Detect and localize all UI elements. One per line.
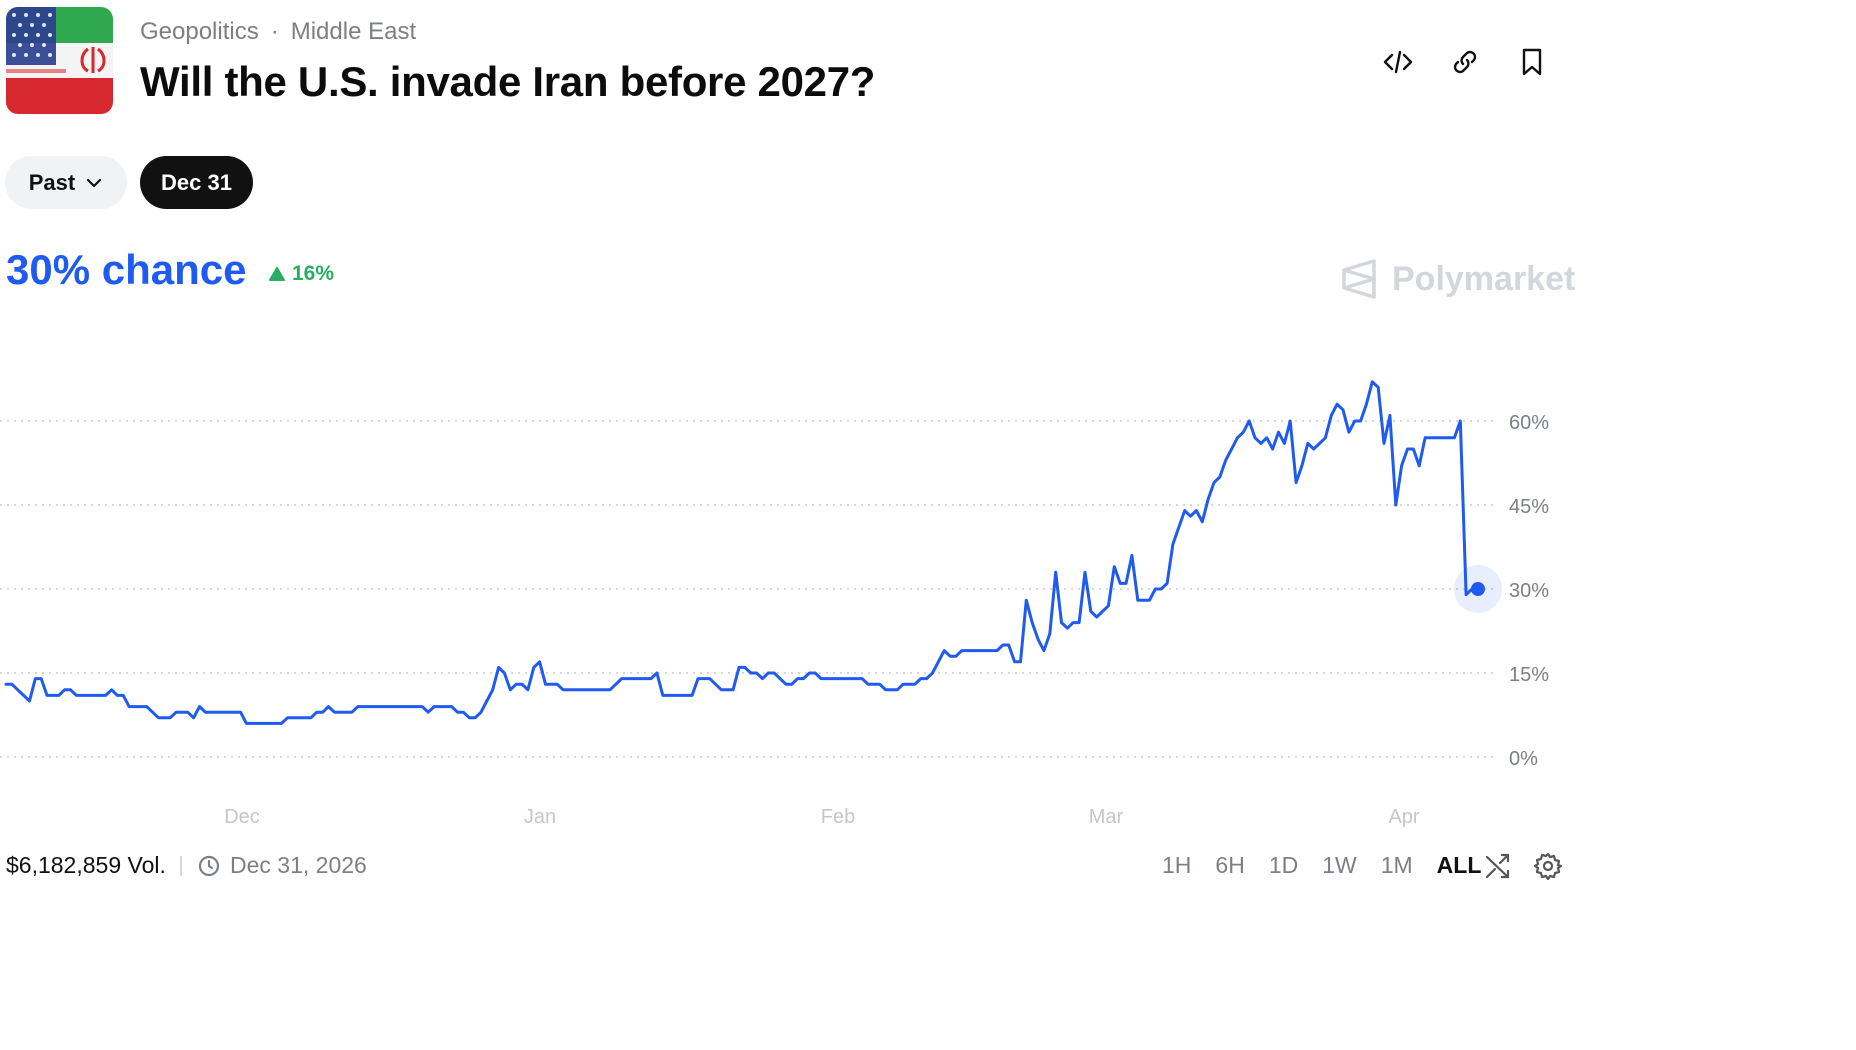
clock-icon [198,855,220,876]
range-tab-1m[interactable]: 1M [1380,852,1413,878]
y-tick-label: 30% [1509,580,1549,602]
brand-name: Polymarket [1392,259,1576,298]
breadcrumb-separator: · [270,18,279,45]
divider [180,856,182,876]
triangle-up-icon [269,267,285,281]
x-tick-label: Mar [1089,806,1124,828]
y-tick-label: 15% [1509,664,1549,686]
embed-button[interactable] [1376,40,1420,84]
chance-delta-value: 16% [292,262,335,285]
price-chart[interactable]: 60% 45% 30% 15% 0% Dec Jan Feb Mar Apr [0,330,1856,840]
link-icon [1453,50,1477,74]
gear-icon [1534,852,1562,880]
end-date: Dec 31, 2026 [198,852,367,879]
y-tick-label: 60% [1509,412,1549,434]
us-iran-flag-icon [6,7,113,114]
time-range-tabs: 1H 6H 1D 1W 1M ALL [1162,852,1505,879]
past-label: Past [28,169,76,195]
breadcrumb-category[interactable]: Geopolitics [140,18,259,45]
chance-delta: 16% [268,262,334,286]
range-tab-1d[interactable]: 1D [1268,852,1299,878]
x-tick-label: Feb [821,806,855,828]
x-tick-label: Jan [524,806,556,828]
range-tab-6h[interactable]: 6H [1215,852,1245,878]
breadcrumb: Geopolitics · Middle East [140,18,416,46]
bookmark-icon [1522,48,1542,76]
bookmark-button[interactable] [1510,40,1554,84]
chart-settings-button[interactable] [1532,850,1564,882]
volume: $6,182,859 Vol. [6,852,166,878]
end-date-text: Dec 31, 2026 [230,852,367,878]
polymarket-watermark: Polymarket [1340,258,1575,300]
y-axis: 60% 45% 30% 15% 0% [1509,412,1549,770]
x-tick-label: Apr [1388,806,1419,828]
shuffle-icon [1485,853,1510,879]
polymarket-logo-icon [1342,259,1376,299]
past-dropdown[interactable]: Past [5,156,127,209]
y-tick-label: 45% [1509,496,1549,518]
x-axis: Dec Jan Feb Mar Apr [224,806,1420,828]
date-tab-selected[interactable]: Dec 31 [140,156,253,209]
code-icon [1383,50,1413,74]
x-tick-label: Dec [224,806,260,828]
copy-link-button[interactable] [1443,40,1487,84]
current-point[interactable] [1471,582,1485,596]
chevron-down-icon [87,178,102,187]
chance-value: 30% chance [6,246,247,293]
probability-line [4,380,1474,725]
shuffle-button[interactable] [1482,850,1514,882]
y-tick-label: 0% [1509,748,1538,770]
chart-footer: $6,182,859 Vol. Dec 31, 2026 1H 6H 1D 1W 1M A… [0,850,1856,884]
range-tab-1h[interactable]: 1H [1162,852,1192,878]
range-tab-1w[interactable]: 1W [1322,852,1357,878]
range-tab-all[interactable]: ALL [1436,852,1482,878]
page-title: Will the U.S. invade Iran before 2027? [140,58,876,105]
chart-grid [0,420,1495,758]
breadcrumb-subcategory[interactable]: Middle East [290,18,417,45]
